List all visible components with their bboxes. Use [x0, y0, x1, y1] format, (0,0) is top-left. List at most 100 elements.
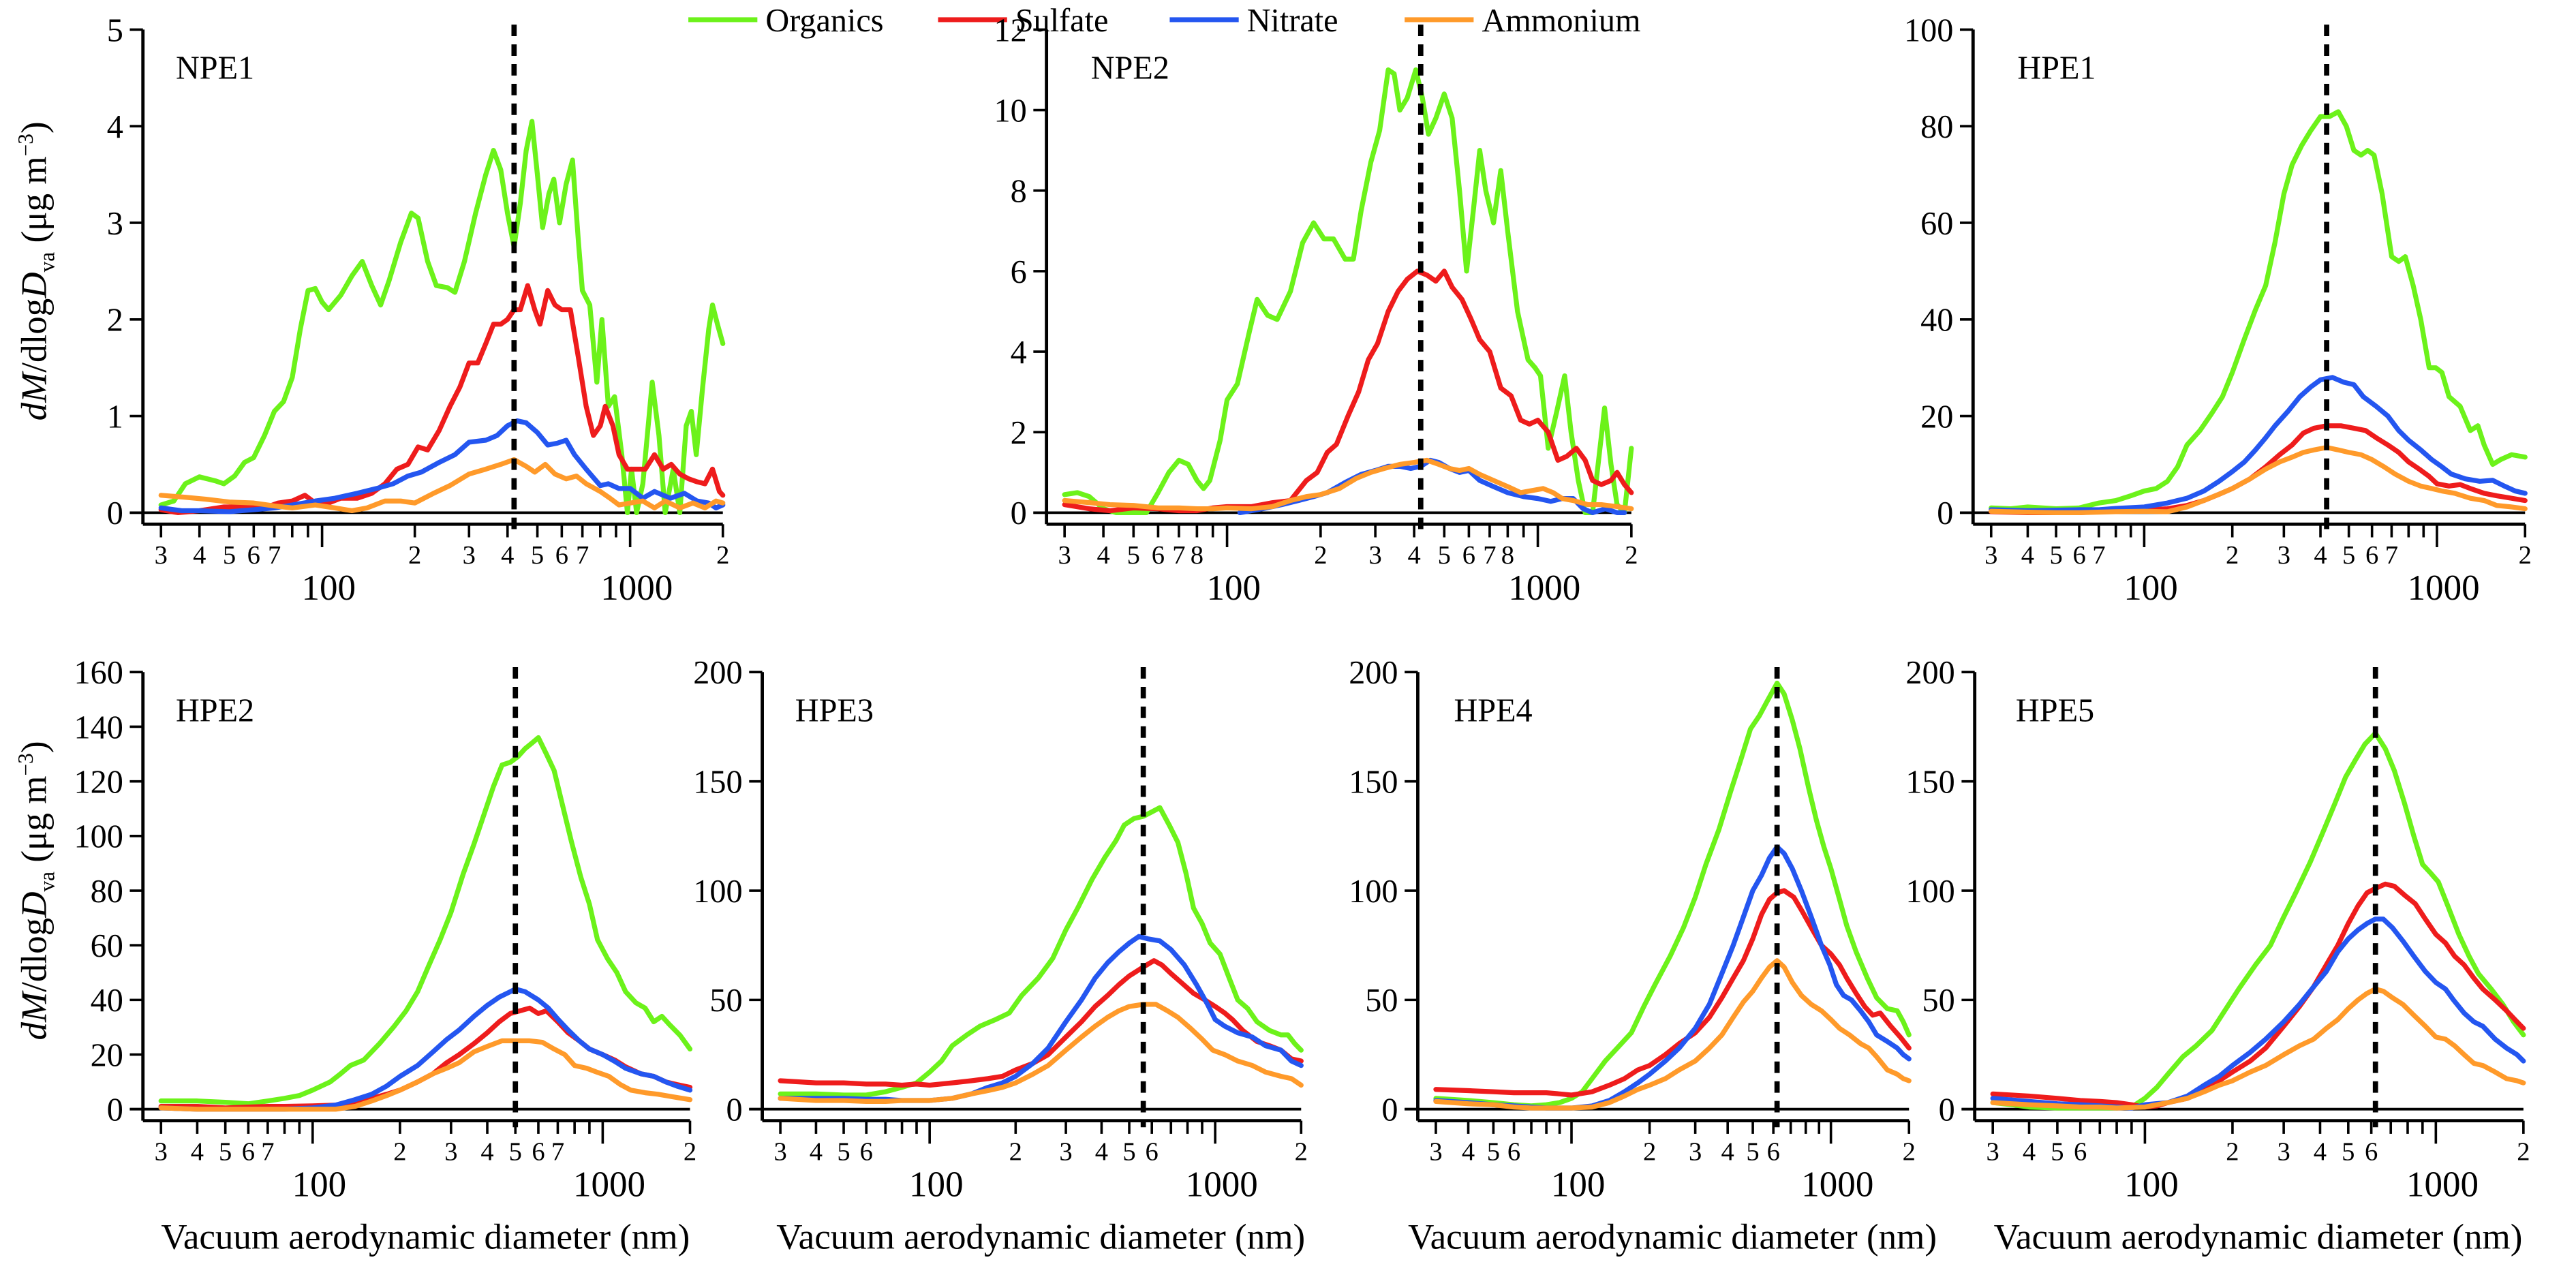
x-axis-title: Vacuum aerodynamic diameter (nm) — [1994, 1218, 2523, 1257]
x-minor-tick-label: 5 — [223, 541, 236, 570]
y-tick-label: 6 — [1011, 254, 1027, 290]
y-tick-label: 50 — [1922, 983, 1955, 1019]
panel-label: HPE2 — [176, 693, 254, 729]
x-minor-tick-label: 2 — [2517, 1137, 2530, 1166]
series-line-organics — [1989, 109, 2528, 512]
x-minor-tick-label: 4 — [1407, 541, 1420, 570]
y-axis-title-d: D — [15, 272, 55, 298]
y-axis-title-sup: −3 — [14, 753, 37, 775]
x-minor-tick-label: 2 — [2226, 1137, 2239, 1166]
x-axis-title: Vacuum aerodynamic diameter (nm) — [161, 1218, 690, 1257]
x-minor-tick-label: 4 — [501, 541, 514, 570]
series-line-sulfate — [778, 958, 1304, 1088]
legend: Organics Sulfate Nitrate Ammonium — [688, 3, 1641, 39]
y-tick-label: 200 — [1905, 655, 1954, 691]
x-minor-tick-label: 5 — [1127, 541, 1140, 570]
x-minor-tick-label: 7 — [551, 1137, 564, 1166]
x-minor-tick-label: 2 — [1643, 1137, 1656, 1166]
y-tick-label: 0 — [107, 1092, 123, 1128]
x-minor-tick-label: 4 — [810, 1137, 823, 1166]
x-minor-tick-label: 2 — [408, 541, 421, 570]
y-axis-title-close: ) — [15, 121, 55, 134]
series-line-ammonium — [1062, 457, 1634, 512]
panel-label: HPE1 — [2017, 50, 2096, 87]
x-minor-tick-label: 3 — [1058, 541, 1071, 570]
x-minor-tick-label: 4 — [2314, 541, 2327, 570]
y-tick-label: 2 — [1011, 415, 1027, 451]
y-axis-title: dM/dlogDva (μg m−3) — [14, 121, 59, 420]
legend-item-ammonium: Ammonium — [1405, 3, 1641, 39]
x-decade-tick-label: 100 — [292, 1165, 347, 1205]
x-minor-tick-label: 6 — [2074, 1137, 2087, 1166]
x-minor-tick-label: 4 — [191, 1137, 204, 1166]
y-tick-label: 150 — [693, 765, 742, 801]
series-line-nitrate — [1237, 457, 1627, 515]
y-tick-label: 1 — [107, 399, 123, 435]
x-minor-tick-label: 3 — [1987, 1137, 1999, 1166]
y-tick-label: 80 — [1920, 109, 1953, 145]
x-minor-tick-label: 7 — [1483, 541, 1496, 570]
series-line-sulfate — [1990, 881, 2526, 1110]
x-minor-tick-label: 7 — [1172, 541, 1185, 570]
y-axis-title-units: (μg m — [15, 156, 55, 251]
series-line-organics — [778, 805, 1304, 1098]
y-axis-title-dm: dM — [15, 990, 55, 1041]
x-minor-tick-label: 3 — [463, 541, 476, 570]
x-decade-tick-label: 100 — [301, 568, 356, 608]
x-minor-tick-label: 7 — [261, 1137, 274, 1166]
x-minor-tick-label: 2 — [393, 1137, 406, 1166]
legend-item-sulfate: Sulfate — [938, 3, 1108, 39]
y-axis-title: dM/dlogDva (μg m−3) — [14, 741, 59, 1040]
x-decade-tick-label: 100 — [2123, 568, 2178, 608]
x-minor-tick-label: 6 — [1462, 541, 1475, 570]
x-minor-tick-label: 3 — [2277, 1137, 2290, 1166]
legend-label: Ammonium — [1482, 3, 1640, 39]
legend-item-nitrate: Nitrate — [1169, 3, 1338, 39]
x-minor-tick-label: 2 — [1314, 541, 1327, 570]
y-tick-label: 120 — [74, 765, 123, 801]
y-tick-label: 0 — [1381, 1092, 1398, 1128]
x-minor-tick-label: 3 — [773, 1137, 786, 1166]
y-axis-title-dm: dM — [15, 371, 55, 421]
series-line-nitrate — [1990, 917, 2526, 1111]
series-line-sulfate — [1062, 268, 1634, 514]
y-tick-label: 100 — [1905, 874, 1954, 910]
x-minor-tick-label: 6 — [1146, 1137, 1159, 1166]
x-decade-tick-label: 1000 — [1801, 1165, 1873, 1205]
x-minor-tick-label: 7 — [2385, 541, 2398, 570]
x-minor-tick-label: 6 — [1767, 1137, 1780, 1166]
x-minor-tick-label: 3 — [155, 541, 168, 570]
y-tick-label: 160 — [74, 655, 123, 691]
y-tick-label: 200 — [693, 655, 742, 691]
x-minor-tick-label: 6 — [532, 1137, 545, 1166]
y-axis-title-sub: va — [35, 872, 59, 892]
y-tick-label: 0 — [1939, 1092, 1955, 1128]
y-axis-title-sub: va — [35, 252, 59, 273]
x-minor-tick-label: 6 — [247, 541, 260, 570]
x-minor-tick-label: 2 — [684, 1137, 696, 1166]
x-minor-tick-label: 3 — [155, 1137, 168, 1166]
y-tick-label: 100 — [1349, 874, 1398, 910]
y-axis-title-dlog: /dlog — [15, 298, 55, 373]
panel-label: NPE1 — [176, 50, 254, 87]
y-tick-label: 10 — [994, 93, 1026, 129]
y-axis-title-dlog: /dlog — [15, 918, 55, 992]
y-tick-label: 20 — [1920, 399, 1953, 435]
series-line-organics — [1062, 67, 1634, 515]
y-tick-label: 4 — [1011, 335, 1027, 371]
y-tick-label: 100 — [1904, 12, 1953, 48]
x-decade-tick-label: 1000 — [2408, 568, 2480, 608]
x-minor-tick-label: 6 — [242, 1137, 255, 1166]
x-decade-tick-label: 100 — [909, 1165, 964, 1205]
x-minor-tick-label: 2 — [716, 541, 729, 570]
x-minor-tick-label: 6 — [2365, 541, 2378, 570]
y-tick-label: 0 — [107, 495, 123, 532]
x-minor-tick-label: 2 — [1625, 541, 1638, 570]
y-tick-label: 100 — [74, 819, 123, 855]
legend-label: Organics — [765, 3, 883, 39]
